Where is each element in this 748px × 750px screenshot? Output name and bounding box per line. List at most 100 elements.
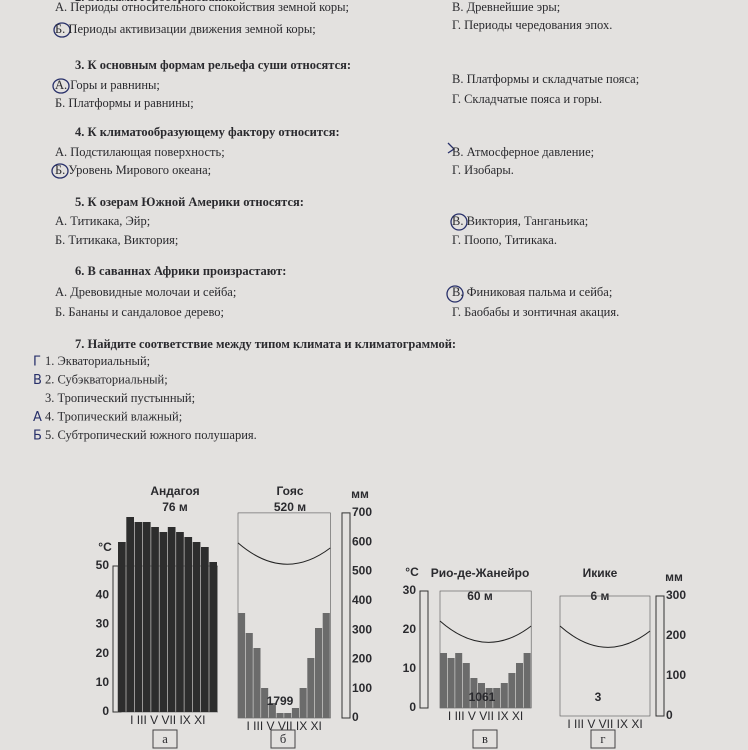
month-labels: I III V VII IX XI [130, 713, 205, 727]
option: А. Периоды относительного спокойствия зе… [55, 0, 349, 14]
bar [238, 613, 246, 718]
axis-tick-label: 0 [409, 700, 416, 714]
option: Б. Периоды активизации движения земной к… [55, 22, 316, 36]
axis-unit: °C [405, 565, 419, 579]
question-title: 7. Найдите соответствие между типом клим… [75, 337, 456, 351]
bar [322, 613, 330, 718]
option: Г. Изобары. [452, 163, 514, 177]
chart-name: Икике [583, 566, 618, 580]
option: В. Атмосферное давление; [452, 145, 594, 159]
caption-box [152, 729, 178, 749]
matching-item: 2. Субэкваториальный; [45, 372, 168, 386]
caption-box [270, 729, 296, 749]
bar [440, 653, 447, 708]
handwriting [51, 22, 468, 303]
handwritten-answer: В [33, 373, 42, 388]
caption-box [472, 729, 498, 749]
bar [299, 688, 307, 718]
bar [261, 688, 269, 718]
bar [151, 527, 159, 712]
bar [176, 532, 184, 712]
axis-unit: °C [98, 540, 112, 554]
bar [268, 703, 276, 718]
bar [470, 678, 478, 708]
bar [134, 522, 143, 712]
question-title: 3. К основным формам рельефа суши относя… [75, 58, 351, 72]
option: Б. Уровень Мирового океана; [55, 163, 211, 177]
option: Г. Баобабы и зонтичная акация. [452, 305, 619, 319]
annual-total: 1061 [469, 690, 496, 704]
chart-elevation: 76 м [162, 500, 188, 514]
axis-tick-label: 300 [666, 588, 686, 602]
axis-tick-label: 400 [352, 593, 372, 607]
question-title: 5. К озерам Южной Америки относятся: [75, 195, 304, 209]
bar [291, 708, 299, 718]
bar [167, 527, 176, 712]
temp-line [559, 625, 651, 648]
option: Б. Бананы и сандаловое дерево; [55, 305, 224, 319]
axis-tick-label: 500 [352, 564, 372, 578]
axis-unit: мм [351, 487, 369, 501]
axis-unit: мм [665, 570, 683, 584]
annual-total: 1799 [267, 694, 294, 708]
month-labels: I III V VII IX XI [567, 717, 642, 731]
option: А. Горы и равнины; [55, 78, 160, 92]
matching-item: 3. Тропический пустынный; [45, 391, 195, 405]
chart-name: Рио-де-Жанейро [431, 566, 530, 580]
option: А. Древовидные молочаи и сейба; [55, 285, 236, 299]
axis-tick-label: 0 [666, 708, 673, 722]
matching-item: 5. Субтропический южного полушария. [45, 428, 257, 442]
bar [523, 653, 531, 708]
question-title: 4. К климатообразующему фактору относитс… [75, 125, 340, 139]
option: В. Древнейшие эры; [452, 0, 560, 14]
axis-bar [655, 595, 665, 717]
bar [184, 537, 193, 712]
bar [315, 628, 323, 718]
bar [478, 683, 485, 708]
bar [126, 517, 134, 712]
bar [516, 663, 523, 708]
bar [253, 648, 261, 718]
axis-tick-label: 30 [96, 617, 110, 631]
axis-tick-label: 0 [352, 710, 359, 724]
temp-line [237, 542, 331, 565]
axis-tick-label: 50 [96, 558, 110, 572]
bar [209, 562, 217, 712]
axis-tick-label: 100 [666, 668, 686, 682]
handwritten-answer: Г [33, 355, 41, 370]
option: А. Титикака, Эйр; [55, 214, 150, 228]
bar [455, 653, 463, 708]
plot-frame [559, 595, 651, 717]
axis-tick-label: 20 [403, 622, 417, 636]
chart-elevation: 60 м [467, 589, 493, 603]
month-labels: I III V VII IX XI [448, 709, 523, 723]
axis-bar [419, 590, 429, 709]
axis-tick-label: 600 [352, 534, 372, 548]
option: В. Виктория, Танганьика; [452, 214, 588, 228]
axis-tick-label: 10 [403, 661, 417, 675]
axis-tick-label: 100 [352, 681, 372, 695]
bar [142, 522, 151, 712]
chart-caption: б [280, 732, 286, 746]
option: Г. Периоды чередования эпох. [452, 18, 612, 32]
chart-caption: в [482, 732, 488, 746]
question-title: 6. В саваннах Африки произрастают: [75, 264, 286, 278]
axis-tick-label: 300 [352, 622, 372, 636]
axis-tick-label: 700 [352, 505, 372, 519]
chart-elevation: 520 м [274, 500, 306, 514]
bar [201, 547, 209, 712]
bar [159, 532, 168, 712]
chart-name: Андагоя [150, 484, 199, 498]
bar [500, 683, 508, 708]
axis-tick-label: 20 [96, 646, 110, 660]
month-labels: I III V VII IX XI [247, 719, 322, 733]
option: Б. Титикака, Виктория; [55, 233, 178, 247]
bar [508, 673, 516, 708]
bar [245, 633, 253, 718]
annual-total: 3 [595, 690, 602, 704]
handwritten-answer: А [33, 410, 42, 425]
option: А. Подстилающая поверхность; [55, 145, 225, 159]
bar [284, 713, 292, 718]
caption-box [590, 729, 616, 749]
